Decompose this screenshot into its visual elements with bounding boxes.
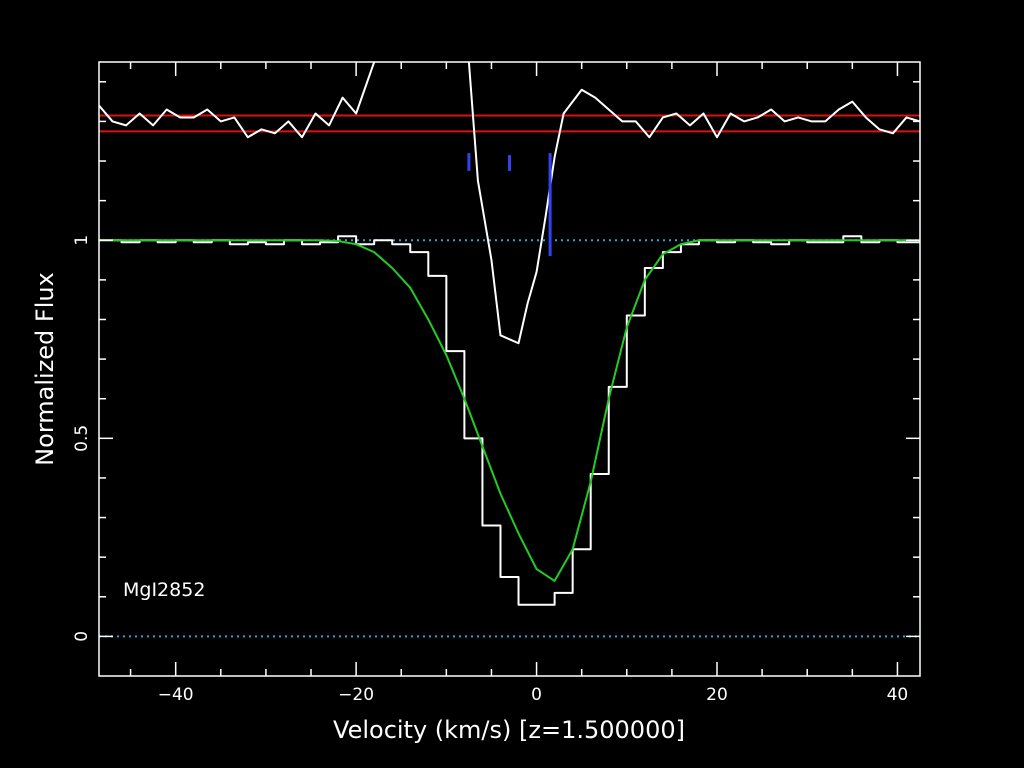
- series-2-line: [99, 62, 376, 139]
- x-tick-label-2: 0: [531, 685, 542, 705]
- component-markers: [467, 153, 552, 257]
- y-tick-label-1: 0.5: [72, 425, 92, 452]
- axis-ticks: [99, 62, 920, 676]
- x-tick-label-1: −20: [338, 685, 374, 705]
- x-tick-label-0: −40: [158, 685, 194, 705]
- tick-labels: −40 −20 0 20 40 0 0.5 1: [72, 235, 908, 705]
- series-3-line: [467, 62, 920, 345]
- series-1-line: [99, 239, 920, 582]
- x-tick-label-3: 20: [706, 685, 728, 705]
- x-axis-label: Velocity (km/s) [z=1.500000]: [333, 716, 685, 744]
- series-0-step: [99, 235, 920, 606]
- y-tick-label-2: 1: [72, 235, 92, 246]
- series-layer: [99, 62, 920, 606]
- y-tick-label-0: 0: [72, 631, 92, 642]
- y-axis-label: Normalized Flux: [31, 272, 59, 466]
- x-tick-label-4: 40: [887, 685, 909, 705]
- plot-frame: [98, 61, 921, 677]
- line-annotation: MgI2852: [123, 579, 205, 601]
